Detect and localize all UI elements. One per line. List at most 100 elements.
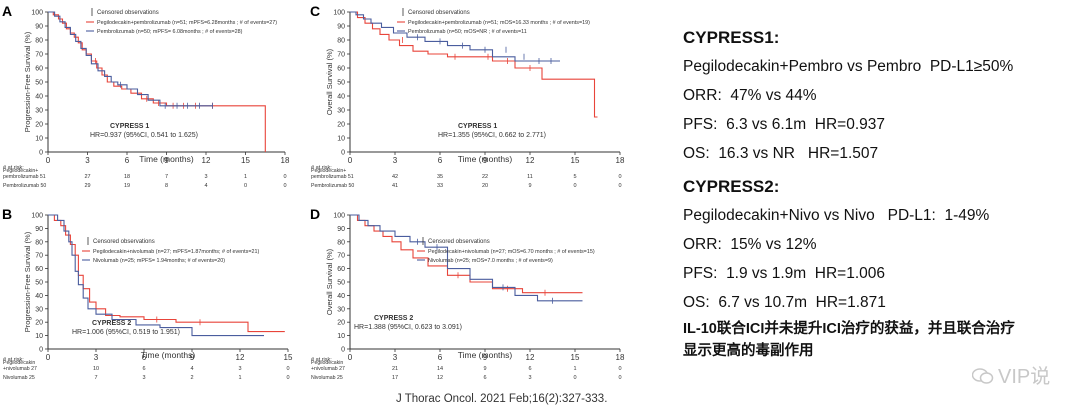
y-tick-label: 80: [337, 239, 345, 246]
risk-value: 2: [190, 375, 193, 381]
cypress2-line: ORR: 15% vs 12%: [683, 236, 817, 253]
y-tick-label: 20: [337, 320, 345, 327]
risk-value: 19: [124, 183, 130, 189]
x-tick-label: 6: [438, 353, 443, 362]
y-tick-label: 10: [337, 333, 345, 340]
legend: Censored observations Pegilodecakin+nivol…: [417, 237, 595, 264]
x-tick-label: 12: [236, 353, 245, 362]
legend-series-label: Pegilodecakin+pembrolizumab (n=51; mPFS=…: [97, 20, 277, 26]
risk-value: 0: [618, 183, 621, 189]
risk-header: # at risk:: [3, 357, 24, 363]
x-tick-label: 18: [616, 156, 625, 165]
risk-value: 0: [618, 174, 621, 180]
legend-censor-label: Censored observations: [97, 10, 159, 16]
risk-value: 0: [618, 366, 621, 372]
y-tick-label: 50: [337, 280, 345, 287]
legend: Censored observations Pegilodecakin+pembr…: [397, 8, 590, 35]
legend-series-label: Pembrolizumab (n=50; mOS=NR ; # of event…: [408, 29, 527, 35]
risk-value: 3: [528, 375, 531, 381]
risk-row-label: +nivolumab 27: [3, 366, 37, 372]
y-axis-label: Overall Survival (%): [325, 48, 334, 115]
risk-value: 3: [204, 174, 207, 180]
y-tick-label: 60: [337, 66, 345, 73]
legend: Censored observations Pegilodecakin+nivol…: [82, 237, 260, 264]
risk-value: 27: [84, 174, 90, 180]
risk-row-label: Pegilodecakin: [3, 360, 35, 366]
km-panel-d: D 0 10 20 30 40 50 60 70 80 90 100 0 3 6 9 12 15 18 Time (m…: [308, 203, 638, 388]
y-tick-label: 100: [31, 10, 43, 17]
x-tick-label: 12: [202, 156, 211, 165]
hazard-ratio: HR=1.006 (95%CI, 0.519 to 1.951): [72, 329, 180, 336]
x-axis-label: Time (months): [139, 154, 194, 164]
x-tick-label: 15: [571, 353, 580, 362]
y-tick-label: 40: [35, 293, 43, 300]
y-tick-label: 30: [337, 306, 345, 313]
watermark: VIP说: [972, 360, 1050, 389]
risk-value: 1: [238, 375, 241, 381]
risk-value: 0: [286, 375, 289, 381]
y-tick-label: 20: [35, 320, 43, 327]
risk-header: # at risk:: [311, 357, 332, 363]
hazard-ratio: HR=1.355 (95%CI, 0.662 to 2.771): [438, 132, 546, 139]
legend-series-label: Pembrolizumab (n=50; mPFS= 6.08months ; …: [97, 29, 243, 35]
study-label: CYPRESS 1: [458, 123, 497, 130]
legend-series-label: Nivolumab (n=25; mPFS= 1.94months; # of …: [93, 258, 225, 264]
risk-row-label: Pembrolizumab 50: [3, 183, 46, 189]
risk-value: 20: [482, 183, 488, 189]
km-panel-c: C 0 10 20 30 40 50 60 70 80 90 100 0 3 6 9 12 15 18 Time (m…: [308, 0, 638, 195]
y-tick-label: 90: [35, 24, 43, 31]
y-tick-label: 10: [35, 333, 43, 340]
wechat-icon: [972, 368, 994, 384]
watermark-text: VIP说: [998, 366, 1051, 388]
risk-value: 7: [94, 375, 97, 381]
risk-value: 9: [483, 366, 486, 372]
x-tick-label: 9: [483, 156, 488, 165]
risk-table: # at risk:Pegilodecakin+nivolumab 27 21 14…: [311, 357, 622, 381]
risk-value: 8: [165, 183, 168, 189]
risk-value: 0: [283, 183, 286, 189]
risk-row-label: Pembrolizumab 50: [311, 183, 354, 189]
risk-value: 1: [573, 366, 576, 372]
risk-value: 41: [392, 183, 398, 189]
legend: Censored observations Pegilodecakin+pembr…: [86, 8, 277, 35]
x-tick-label: 3: [393, 353, 398, 362]
risk-value: 10: [93, 366, 99, 372]
risk-row-label: +nivolumab 27: [311, 366, 345, 372]
y-tick-label: 40: [337, 94, 345, 101]
y-tick-label: 10: [35, 136, 43, 143]
x-axis-label: Time (months): [458, 350, 513, 360]
conclusion-line: IL-10联合ICI并未提升ICI治疗的获益，并且联合治疗: [683, 321, 1015, 337]
y-axis-label: Progression-Free Survival (%): [23, 31, 32, 132]
cypress2-heading: CYPRESS2:: [683, 177, 780, 196]
risk-value: 0: [286, 366, 289, 372]
y-tick-label: 90: [337, 24, 345, 31]
risk-value: 14: [437, 366, 443, 372]
x-axis-label: Time (months): [141, 350, 196, 360]
x-tick-label: 9: [190, 353, 195, 362]
km-curve-blue: [48, 11, 213, 107]
legend-censor-label: Censored observations: [428, 239, 490, 245]
km-curve-red: [48, 214, 285, 333]
legend-censor-label: Censored observations: [408, 10, 470, 16]
y-tick-label: 50: [35, 80, 43, 87]
y-tick-label: 50: [337, 80, 345, 87]
x-tick-label: 18: [281, 156, 290, 165]
cypress2-line: Pegilodecakin+Nivo vs Nivo PD-L1: 1-49%: [683, 207, 990, 224]
y-tick-label: 60: [337, 266, 345, 273]
x-axis-label: Time (months): [458, 154, 513, 164]
risk-value: 0: [573, 375, 576, 381]
x-tick-label: 12: [526, 156, 535, 165]
risk-row-label: pembrolizumab 51: [311, 174, 354, 180]
x-tick-label: 3: [85, 156, 90, 165]
cypress1-line: PFS: 6.3 vs 6.1m HR=0.937: [683, 116, 886, 133]
y-tick-label: 80: [337, 38, 345, 45]
x-tick-label: 18: [616, 353, 625, 362]
y-tick-label: 60: [35, 66, 43, 73]
risk-value: 4: [204, 183, 207, 189]
legend-series-label: Pegilodecakin+pembrolizumab (n=51; mOS=1…: [408, 20, 590, 26]
x-tick-label: 9: [483, 353, 488, 362]
risk-value: 11: [527, 174, 533, 180]
y-axis-label: Overall Survival (%): [325, 248, 334, 315]
